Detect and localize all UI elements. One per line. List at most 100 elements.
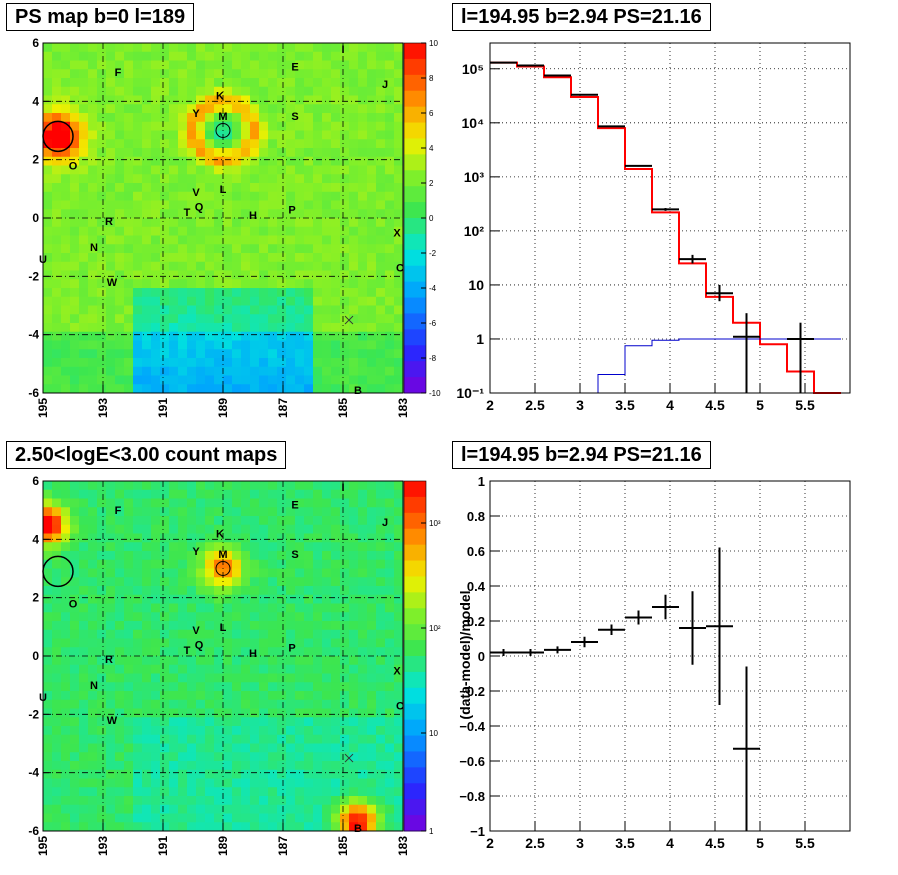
map-pixel bbox=[160, 743, 170, 753]
map-pixel bbox=[151, 524, 161, 534]
map-pixel bbox=[205, 498, 215, 508]
map-pixel bbox=[214, 95, 224, 105]
map-pixel bbox=[304, 95, 314, 105]
map-pixel bbox=[250, 524, 260, 534]
colorbar-segment bbox=[404, 624, 426, 641]
map-pixel bbox=[43, 822, 53, 832]
map-pixel bbox=[70, 778, 80, 788]
map-pixel bbox=[43, 603, 53, 613]
map-pixel bbox=[349, 726, 359, 736]
map-pixel bbox=[313, 226, 323, 236]
map-pixel bbox=[340, 647, 350, 657]
map-pixel bbox=[115, 708, 125, 718]
map-pixel bbox=[268, 60, 278, 70]
map-pixel bbox=[295, 270, 305, 280]
map-pixel bbox=[313, 121, 323, 131]
map-pixel bbox=[205, 551, 215, 561]
map-pixel bbox=[277, 209, 287, 219]
map-pixel bbox=[223, 261, 233, 271]
map-pixel bbox=[385, 305, 395, 315]
map-pixel bbox=[133, 813, 143, 823]
map-pixel bbox=[331, 384, 341, 394]
map-pixel bbox=[115, 314, 125, 324]
map-pixel bbox=[187, 296, 197, 306]
map-pixel bbox=[160, 647, 170, 657]
map-pixel bbox=[259, 78, 269, 88]
map-pixel bbox=[322, 156, 332, 166]
map-pixel bbox=[385, 498, 395, 508]
map-pixel bbox=[295, 218, 305, 228]
map-pixel bbox=[367, 489, 377, 499]
map-pixel bbox=[52, 183, 62, 193]
map-pixel bbox=[133, 656, 143, 666]
map-pixel bbox=[178, 95, 188, 105]
map-pixel bbox=[61, 121, 71, 131]
map-pixel bbox=[88, 130, 98, 140]
map-pixel bbox=[322, 113, 332, 123]
map-pixel bbox=[43, 384, 53, 394]
map-pixel bbox=[313, 366, 323, 376]
map-pixel bbox=[115, 638, 125, 648]
map-pixel bbox=[70, 288, 80, 298]
map-pixel bbox=[358, 498, 368, 508]
map-pixel bbox=[394, 524, 404, 534]
map-pixel bbox=[349, 121, 359, 131]
source-label-x: X bbox=[393, 666, 401, 678]
map-pixel bbox=[286, 226, 296, 236]
map-pixel bbox=[340, 270, 350, 280]
map-pixel bbox=[232, 647, 242, 657]
map-pixel bbox=[52, 69, 62, 79]
map-pixel bbox=[151, 699, 161, 709]
map-pixel bbox=[268, 323, 278, 333]
map-pixel bbox=[358, 270, 368, 280]
map-pixel bbox=[61, 621, 71, 631]
colorbar-tick-label: 1 bbox=[429, 827, 434, 836]
map-pixel bbox=[340, 244, 350, 254]
map-pixel bbox=[358, 516, 368, 526]
map-pixel bbox=[259, 174, 269, 184]
map-pixel bbox=[79, 761, 89, 771]
colorbar-segment bbox=[404, 377, 426, 394]
map-pixel bbox=[250, 174, 260, 184]
map-pixel bbox=[133, 568, 143, 578]
map-pixel bbox=[259, 629, 269, 639]
source-label-i: I bbox=[341, 44, 344, 56]
map-pixel bbox=[340, 533, 350, 543]
map-pixel bbox=[259, 148, 269, 158]
map-pixel bbox=[97, 113, 107, 123]
map-pixel bbox=[394, 288, 404, 298]
map-pixel bbox=[358, 612, 368, 622]
map-pixel bbox=[376, 95, 386, 105]
map-pixel bbox=[250, 804, 260, 814]
map-pixel bbox=[394, 673, 404, 683]
map-pixel bbox=[169, 305, 179, 315]
map-pixel bbox=[331, 699, 341, 709]
map-pixel bbox=[376, 691, 386, 701]
map-pixel bbox=[277, 656, 287, 666]
map-pixel bbox=[295, 769, 305, 779]
map-pixel bbox=[223, 78, 233, 88]
map-pixel bbox=[70, 296, 80, 306]
x-tick-label: 185 bbox=[336, 836, 350, 856]
map-pixel bbox=[277, 524, 287, 534]
map-pixel bbox=[160, 288, 170, 298]
map-pixel bbox=[142, 664, 152, 674]
map-pixel bbox=[313, 691, 323, 701]
map-pixel bbox=[88, 647, 98, 657]
map-pixel bbox=[124, 253, 134, 263]
map-pixel bbox=[79, 323, 89, 333]
map-pixel bbox=[133, 682, 143, 692]
map-pixel bbox=[259, 796, 269, 806]
map-pixel bbox=[61, 533, 71, 543]
map-pixel bbox=[385, 481, 395, 491]
map-pixel bbox=[43, 664, 53, 674]
map-pixel bbox=[151, 375, 161, 385]
map-pixel bbox=[286, 621, 296, 631]
map-pixel bbox=[142, 349, 152, 359]
map-pixel bbox=[187, 717, 197, 727]
map-pixel bbox=[358, 200, 368, 210]
map-pixel bbox=[196, 261, 206, 271]
map-pixel bbox=[205, 200, 215, 210]
map-pixel bbox=[232, 559, 242, 569]
map-pixel bbox=[268, 358, 278, 368]
